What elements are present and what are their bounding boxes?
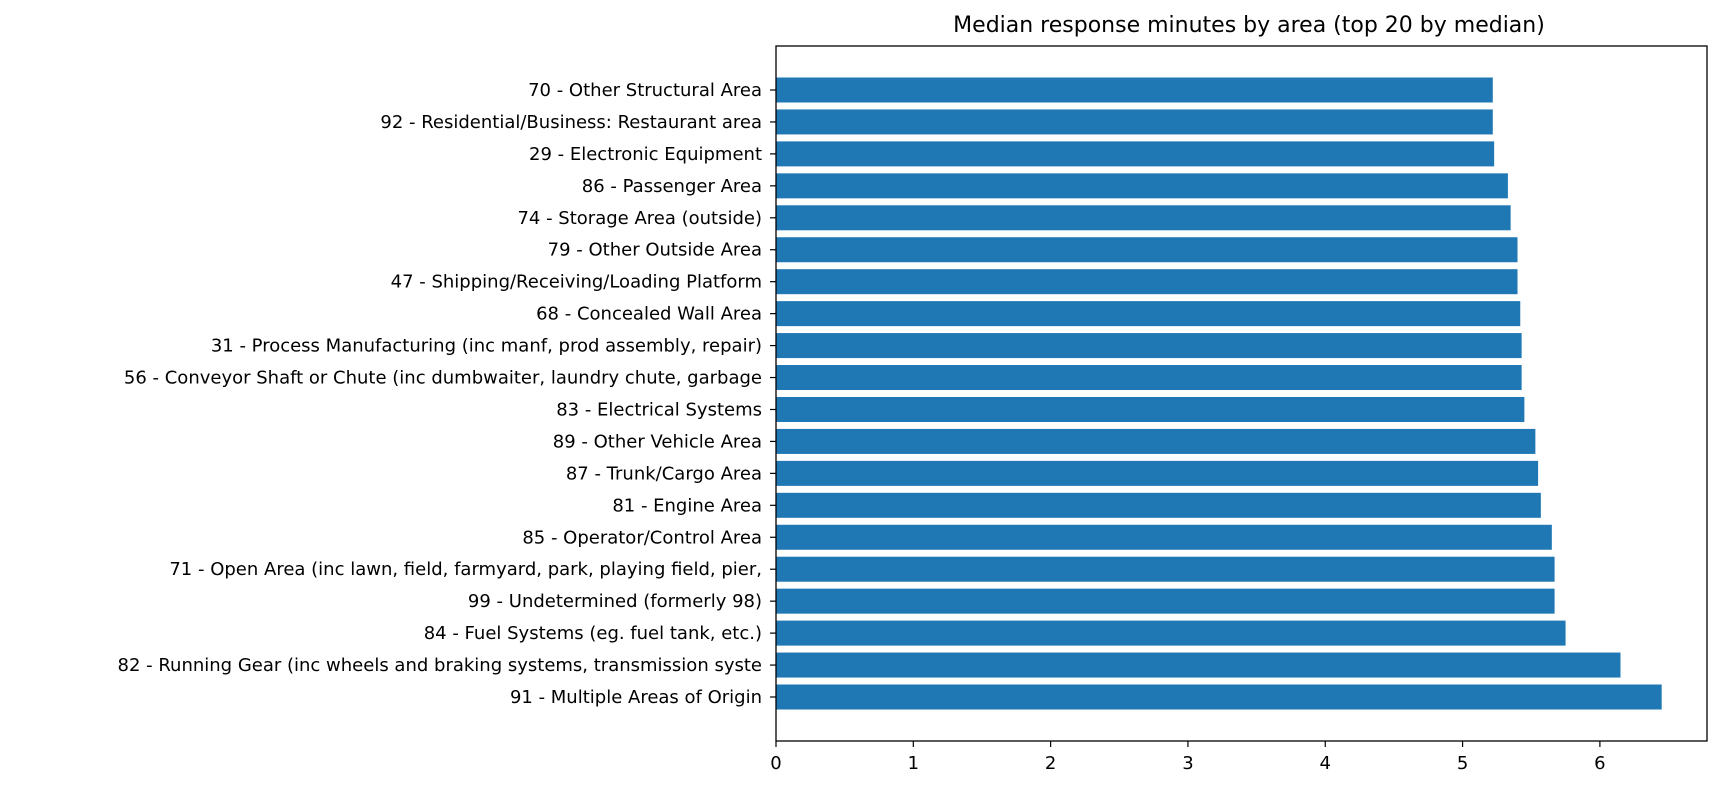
- y-tick-label: 74 - Storage Area (outside): [517, 208, 762, 229]
- bar: [776, 365, 1522, 391]
- y-tick-label: 71 - Open Area (inc lawn, field, farmyar…: [169, 559, 762, 580]
- y-tick-label: 92 - Residential/Business: Restaurant ar…: [380, 112, 762, 133]
- y-tick-label: 99 - Undetermined (formerly 98): [468, 591, 762, 612]
- chart-title: Median response minutes by area (top 20 …: [953, 13, 1545, 38]
- y-tick-label: 79 - Other Outside Area: [548, 240, 762, 261]
- x-tick-label: 6: [1594, 753, 1605, 774]
- bar: [776, 301, 1521, 327]
- y-tick-label: 70 - Other Structural Area: [528, 80, 762, 101]
- y-tick-label: 47 - Shipping/Receiving/Loading Platform: [391, 272, 762, 293]
- y-tick-label: 84 - Fuel Systems (eg. fuel tank, etc.): [424, 623, 762, 644]
- y-tick-label: 31 - Process Manufacturing (inc manf, pr…: [211, 336, 762, 357]
- x-tick-label: 4: [1320, 753, 1331, 774]
- bar: [776, 652, 1621, 678]
- bar: [776, 396, 1525, 422]
- y-tick-label: 91 - Multiple Areas of Origin: [510, 687, 762, 708]
- bar: [776, 556, 1555, 582]
- bar: [776, 333, 1522, 359]
- x-tick-label: 0: [770, 753, 781, 774]
- bar: [776, 205, 1511, 231]
- bar: [776, 77, 1493, 103]
- y-tick-label: 85 - Operator/Control Area: [522, 527, 762, 548]
- y-tick-label: 87 - Trunk/Cargo Area: [566, 463, 762, 484]
- bar: [776, 173, 1508, 199]
- y-tick-label: 56 - Conveyor Shaft or Chute (inc dumbwa…: [124, 368, 762, 389]
- x-tick-label: 2: [1045, 753, 1056, 774]
- y-tick-label: 86 - Passenger Area: [582, 176, 762, 197]
- bar: [776, 428, 1536, 454]
- plot-frame: [775, 45, 1708, 742]
- y-tick-label: 83 - Electrical Systems: [556, 399, 762, 420]
- x-tick-label: 1: [908, 753, 919, 774]
- bar: [776, 492, 1541, 518]
- y-axis: 91 - Multiple Areas of Origin 82 - Runnin…: [118, 80, 776, 708]
- y-tick-label: 29 - Electronic Equipment: [529, 144, 762, 165]
- y-tick-label: 68 - Concealed Wall Area: [536, 304, 762, 325]
- bar: [776, 524, 1552, 550]
- bars-layer: [776, 77, 1662, 710]
- x-tick-label: 5: [1457, 753, 1468, 774]
- y-tick-label: 81 - Engine Area: [612, 495, 762, 516]
- bar: [776, 141, 1495, 167]
- bar: [776, 588, 1555, 614]
- bar: [776, 460, 1539, 486]
- y-tick-label: 89 - Other Vehicle Area: [553, 431, 762, 452]
- y-tick-label: 82 - Running Gear (inc wheels and brakin…: [118, 655, 763, 676]
- bar: [776, 237, 1518, 263]
- bar: [776, 620, 1566, 646]
- bar: [776, 684, 1662, 710]
- bar: [776, 109, 1493, 135]
- x-axis: 0 1 2 3 4 5 6: [770, 741, 1606, 774]
- x-tick-label: 3: [1182, 753, 1193, 774]
- bar: [776, 269, 1518, 295]
